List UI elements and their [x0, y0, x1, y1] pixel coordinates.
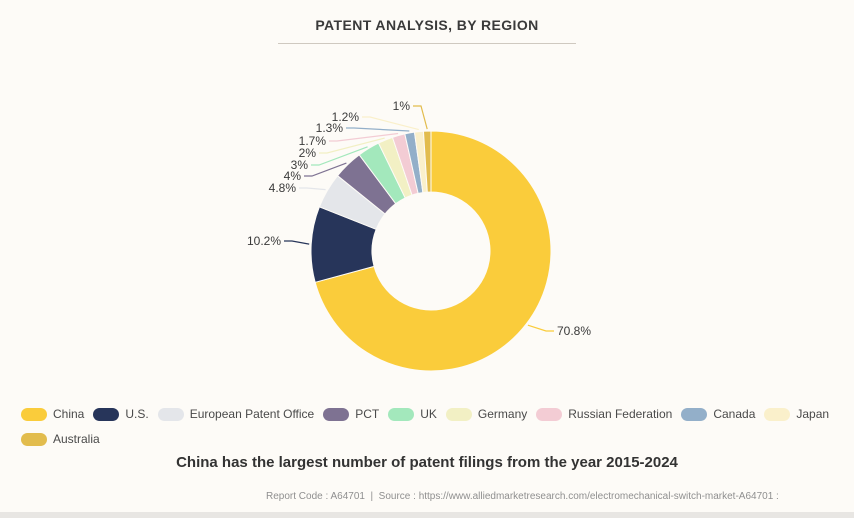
legend-swatch-uk: [388, 407, 415, 421]
legend-swatch-pct: [323, 407, 350, 421]
pie-slice-australia[interactable]: [422, 130, 432, 193]
legend-item-germany[interactable]: Germany: [445, 407, 528, 421]
legend-label: U.S.: [125, 407, 149, 421]
slice-value-label-japan: 1.2%: [332, 110, 360, 124]
footer-source-text: Report Code : A64701 | Source : https://…: [266, 491, 779, 502]
legend-label: Germany: [477, 407, 528, 421]
caption: China has the largest number of patent f…: [176, 454, 678, 471]
legend-item-european-patent-office[interactable]: European Patent Office: [157, 407, 315, 421]
label-leader-line-european-patent-office: [299, 187, 326, 191]
legend-label: Russian Federation: [568, 407, 673, 421]
legend-swatch-european-patent-office: [157, 407, 184, 421]
slice-value-label-australia: 1%: [393, 99, 411, 113]
slice-value-label-pct: 4%: [284, 169, 302, 183]
slice-value-label-china: 70.8%: [557, 324, 591, 338]
legend-swatch-u-s: [93, 407, 120, 421]
legend-swatch-china: [21, 407, 47, 421]
slice-value-label-uk: 3%: [291, 158, 309, 172]
legend-label: China: [53, 407, 85, 421]
legend-label: UK: [420, 407, 437, 421]
label-leader-line-uk: [311, 146, 368, 166]
legend-item-japan[interactable]: Japan: [764, 407, 829, 421]
legend-item-u-s[interactable]: U.S.: [93, 407, 149, 421]
legend-label: Canada: [713, 407, 756, 421]
legend-swatch-japan: [764, 407, 791, 421]
bottom-strip: [0, 512, 854, 518]
label-leader-line-japan: [362, 116, 419, 131]
legend-item-australia[interactable]: Australia: [21, 432, 100, 446]
legend-label: Australia: [53, 432, 100, 446]
legend-swatch-germany: [445, 407, 472, 421]
legend: China U.S. European Patent Office PCT UK Germ…: [21, 407, 843, 446]
legend-label: PCT: [355, 407, 380, 421]
slice-value-label-russian-federation: 1.7%: [299, 134, 327, 148]
label-leader-line-u-s: [284, 240, 310, 245]
legend-item-canada[interactable]: Canada: [681, 407, 755, 421]
legend-label: European Patent Office: [189, 407, 315, 421]
legend-item-uk[interactable]: UK: [388, 407, 437, 421]
label-leader-line-pct: [304, 162, 347, 177]
slice-value-label-canada: 1.3%: [316, 121, 344, 135]
legend-swatch-australia: [21, 432, 47, 446]
chart-title: PATENT ANALYSIS, BY REGION: [315, 17, 539, 33]
legend-swatch-canada: [681, 407, 708, 421]
slice-value-label-european-patent-office: 4.8%: [269, 181, 297, 195]
label-leader-line-australia: [413, 105, 428, 130]
legend-swatch-russian-federation: [536, 407, 563, 421]
label-leader-line-canada: [346, 127, 410, 132]
slice-value-label-germany: 2%: [299, 146, 317, 160]
legend-item-pct[interactable]: PCT: [323, 407, 379, 421]
label-leader-line-germany: [319, 137, 385, 154]
legend-item-china[interactable]: China: [21, 407, 84, 421]
legend-label: Japan: [796, 407, 830, 421]
title-underline: [278, 43, 576, 44]
slice-value-label-u-s: 10.2%: [247, 234, 281, 248]
label-leader-line-china: [527, 324, 554, 332]
pie-slice-china[interactable]: [314, 130, 552, 372]
label-leader-line-russian-federation: [329, 132, 399, 142]
legend-item-russian-federation[interactable]: Russian Federation: [536, 407, 672, 421]
